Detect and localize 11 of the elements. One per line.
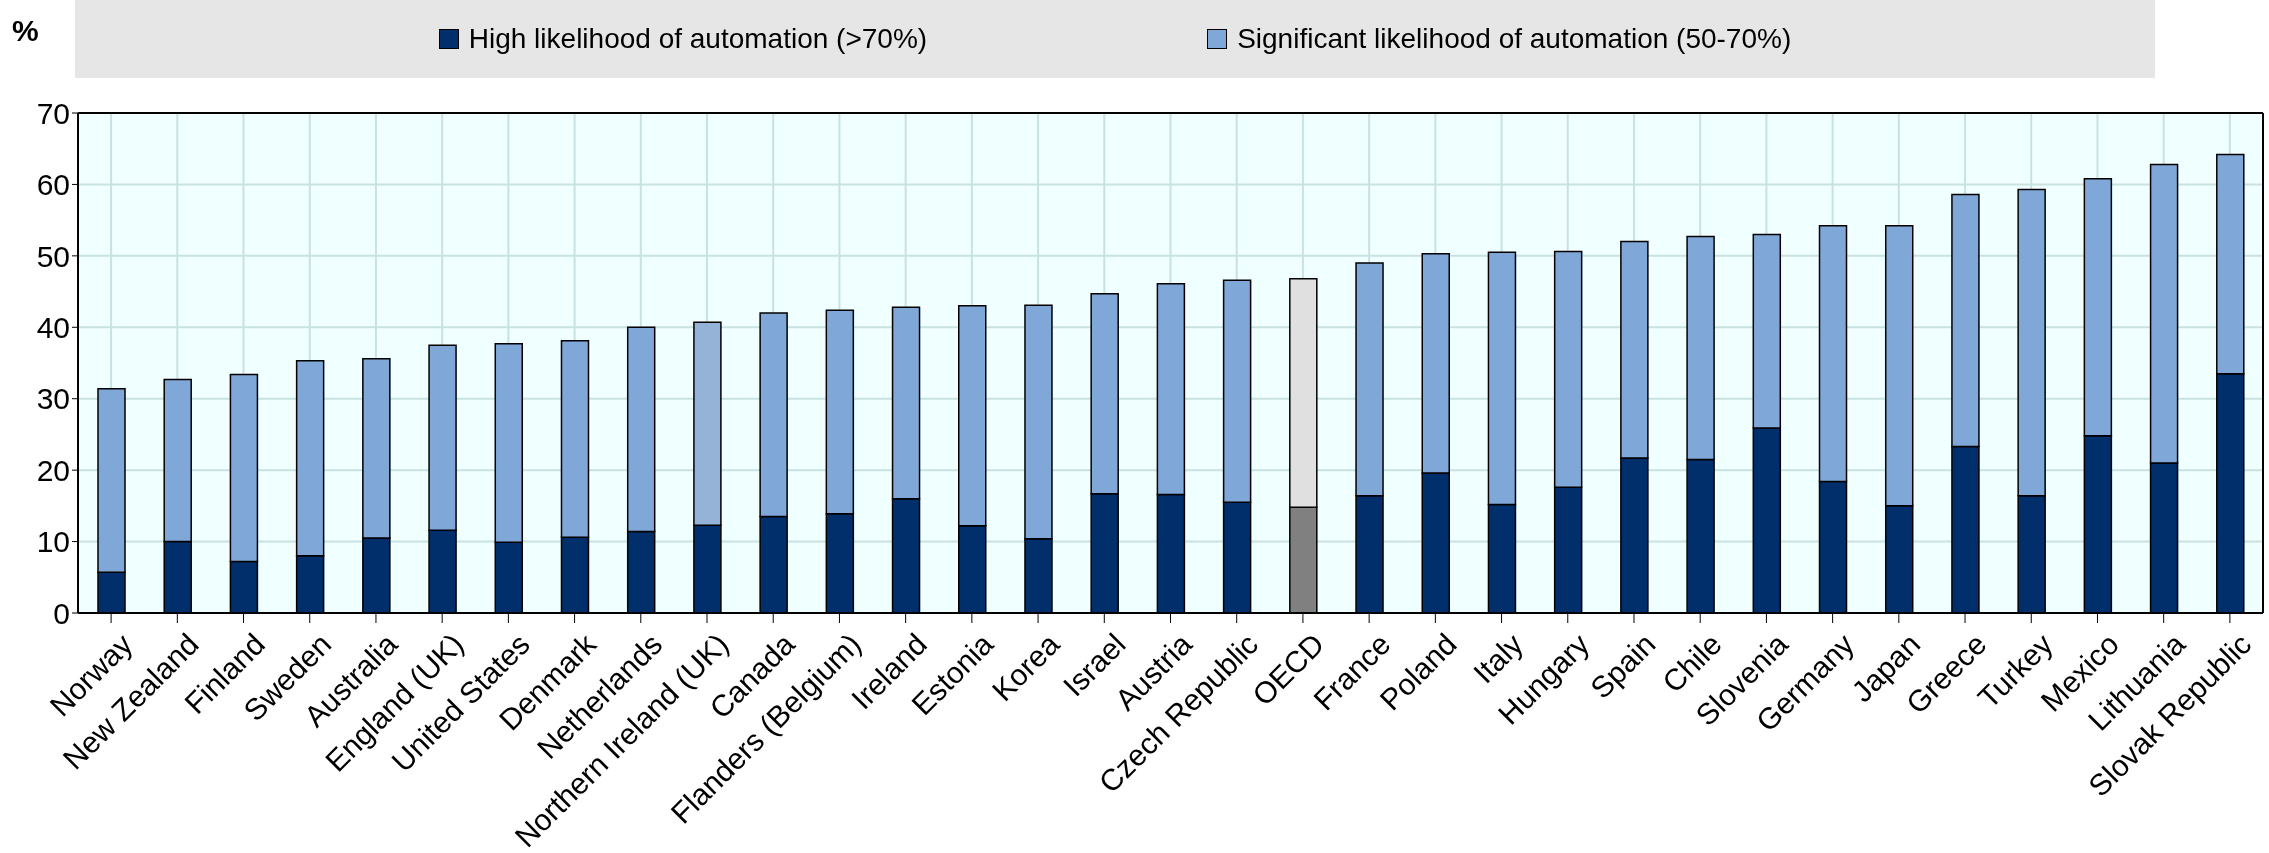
y-tick-label: 0 (53, 596, 70, 630)
y-tick-label: 70 (36, 96, 70, 130)
legend-label: High likelihood of automation (>70%) (468, 23, 928, 55)
y-tick-label: 40 (36, 310, 70, 344)
y-tick-label: 50 (36, 239, 70, 273)
y-tick-label: 20 (36, 453, 70, 487)
y-tick-label: 60 (36, 168, 70, 202)
y-tick-label: 10 (36, 525, 70, 559)
y-axis-title: % (12, 14, 39, 48)
legend-label: Significant likelihood of automation (50-70%) (1237, 23, 1792, 55)
y-tick-label: 30 (36, 382, 70, 416)
